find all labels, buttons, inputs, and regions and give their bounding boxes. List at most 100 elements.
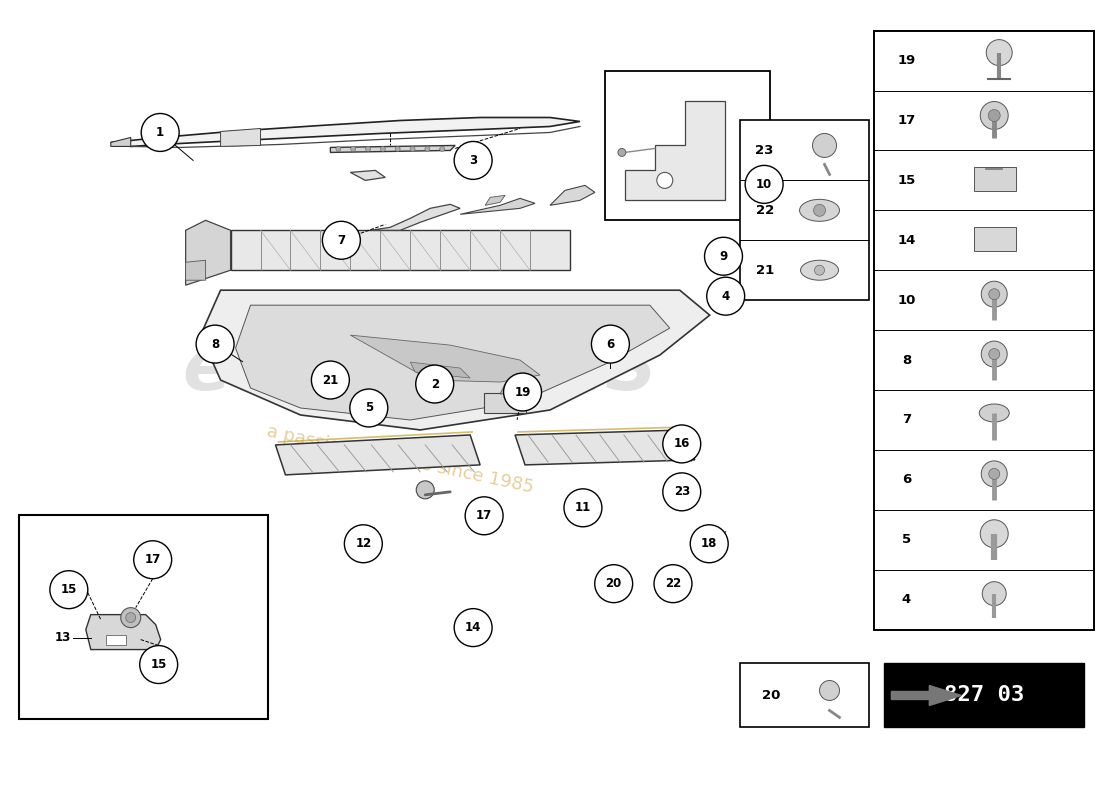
FancyBboxPatch shape (19, 515, 268, 719)
Polygon shape (485, 195, 505, 206)
Circle shape (344, 525, 383, 562)
Text: 827 03: 827 03 (944, 686, 1024, 706)
Text: 3: 3 (469, 154, 477, 167)
Text: 20: 20 (762, 689, 781, 702)
Circle shape (196, 325, 234, 363)
Polygon shape (500, 382, 525, 394)
Circle shape (416, 365, 453, 403)
Polygon shape (186, 220, 231, 285)
Ellipse shape (801, 260, 838, 280)
Text: 6: 6 (606, 338, 615, 350)
FancyBboxPatch shape (605, 70, 770, 220)
Text: 17: 17 (898, 114, 915, 127)
Circle shape (989, 468, 1000, 479)
Text: 19: 19 (898, 54, 915, 67)
Text: 11: 11 (575, 502, 591, 514)
Polygon shape (186, 260, 206, 280)
Circle shape (987, 40, 1012, 66)
Circle shape (618, 149, 626, 157)
Text: 2: 2 (430, 378, 439, 390)
Circle shape (981, 341, 1008, 367)
Circle shape (454, 609, 492, 646)
Text: 4: 4 (902, 593, 911, 606)
Text: 5: 5 (902, 534, 911, 546)
Text: 22: 22 (664, 577, 681, 590)
Text: 10: 10 (756, 178, 772, 191)
Circle shape (121, 608, 141, 628)
Circle shape (440, 146, 444, 151)
Ellipse shape (800, 199, 839, 222)
FancyBboxPatch shape (739, 121, 869, 300)
Polygon shape (275, 435, 480, 475)
Text: 14: 14 (465, 621, 482, 634)
Text: 22: 22 (756, 204, 773, 217)
Circle shape (351, 146, 355, 151)
Polygon shape (350, 170, 385, 180)
Text: 7: 7 (338, 234, 345, 246)
Text: 4: 4 (722, 290, 729, 302)
Circle shape (504, 373, 541, 411)
Polygon shape (106, 634, 125, 645)
Text: 8: 8 (902, 354, 911, 366)
Circle shape (980, 520, 1009, 548)
Polygon shape (891, 686, 961, 706)
Text: 18: 18 (701, 538, 717, 550)
Circle shape (745, 166, 783, 203)
Text: euroSparES: euroSparES (183, 335, 658, 405)
Text: 6: 6 (902, 474, 911, 486)
Text: 15: 15 (898, 174, 915, 187)
Text: 17: 17 (144, 554, 161, 566)
Ellipse shape (979, 404, 1009, 422)
Polygon shape (330, 146, 455, 153)
Circle shape (595, 565, 632, 602)
Polygon shape (410, 362, 470, 378)
FancyBboxPatch shape (484, 393, 526, 413)
Polygon shape (111, 118, 580, 146)
Polygon shape (231, 230, 570, 270)
Polygon shape (550, 186, 595, 206)
Circle shape (140, 646, 177, 683)
Circle shape (657, 172, 673, 188)
Circle shape (395, 146, 400, 151)
Circle shape (365, 146, 371, 151)
Circle shape (564, 489, 602, 526)
Circle shape (663, 473, 701, 511)
Circle shape (50, 570, 88, 609)
Circle shape (988, 110, 1000, 122)
Polygon shape (515, 430, 695, 465)
Circle shape (381, 146, 385, 151)
Text: 8: 8 (211, 338, 219, 350)
Text: 5: 5 (365, 402, 373, 414)
Circle shape (814, 204, 825, 216)
Text: 12: 12 (355, 538, 372, 550)
Polygon shape (86, 614, 161, 650)
Circle shape (125, 613, 135, 622)
Circle shape (311, 361, 350, 399)
Circle shape (814, 266, 825, 275)
FancyBboxPatch shape (884, 662, 1085, 727)
FancyBboxPatch shape (975, 167, 1016, 191)
Text: 23: 23 (673, 486, 690, 498)
Text: 20: 20 (606, 577, 621, 590)
Circle shape (592, 325, 629, 363)
Text: 15: 15 (60, 583, 77, 596)
Text: 13: 13 (55, 631, 72, 644)
Text: 7: 7 (902, 414, 911, 426)
Text: 1: 1 (156, 126, 164, 139)
Polygon shape (625, 101, 725, 200)
Circle shape (410, 146, 415, 151)
Circle shape (425, 146, 430, 151)
Circle shape (706, 278, 745, 315)
Text: 9: 9 (719, 250, 727, 262)
Polygon shape (350, 335, 540, 382)
Text: 16: 16 (673, 438, 690, 450)
Circle shape (704, 238, 742, 275)
Circle shape (141, 114, 179, 151)
Circle shape (813, 134, 836, 158)
Circle shape (691, 525, 728, 562)
Circle shape (981, 282, 1008, 307)
FancyBboxPatch shape (739, 662, 869, 727)
Text: 19: 19 (515, 386, 530, 398)
FancyBboxPatch shape (874, 30, 1094, 630)
Text: 10: 10 (898, 294, 915, 306)
